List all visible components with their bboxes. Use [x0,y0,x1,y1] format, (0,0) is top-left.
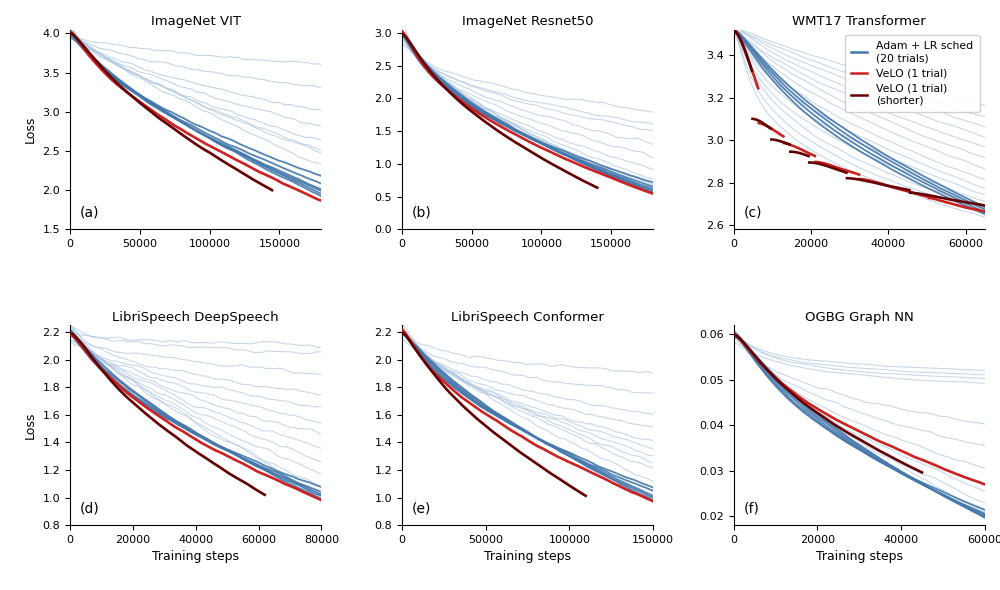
Text: (a): (a) [80,205,100,219]
Y-axis label: Loss: Loss [24,116,37,143]
Title: ImageNet Resnet50: ImageNet Resnet50 [462,15,593,28]
X-axis label: Training steps: Training steps [816,550,903,563]
Y-axis label: Loss: Loss [24,411,37,439]
Text: (b): (b) [412,205,432,219]
X-axis label: Training steps: Training steps [484,550,571,563]
Text: (c): (c) [744,205,762,219]
Title: WMT17 Transformer: WMT17 Transformer [792,15,926,28]
X-axis label: Training steps: Training steps [152,550,239,563]
Text: (f): (f) [744,501,760,515]
Text: (e): (e) [412,501,431,515]
Title: OGBG Graph NN: OGBG Graph NN [805,311,914,324]
Title: LibriSpeech Conformer: LibriSpeech Conformer [451,311,604,324]
Legend: Adam + LR sched
(20 trials), VeLO (1 trial), VeLO (1 trial)
(shorter): Adam + LR sched (20 trials), VeLO (1 tri… [845,35,980,112]
Title: ImageNet VIT: ImageNet VIT [151,15,241,28]
Title: LibriSpeech DeepSpeech: LibriSpeech DeepSpeech [112,311,279,324]
Text: (d): (d) [80,501,100,515]
